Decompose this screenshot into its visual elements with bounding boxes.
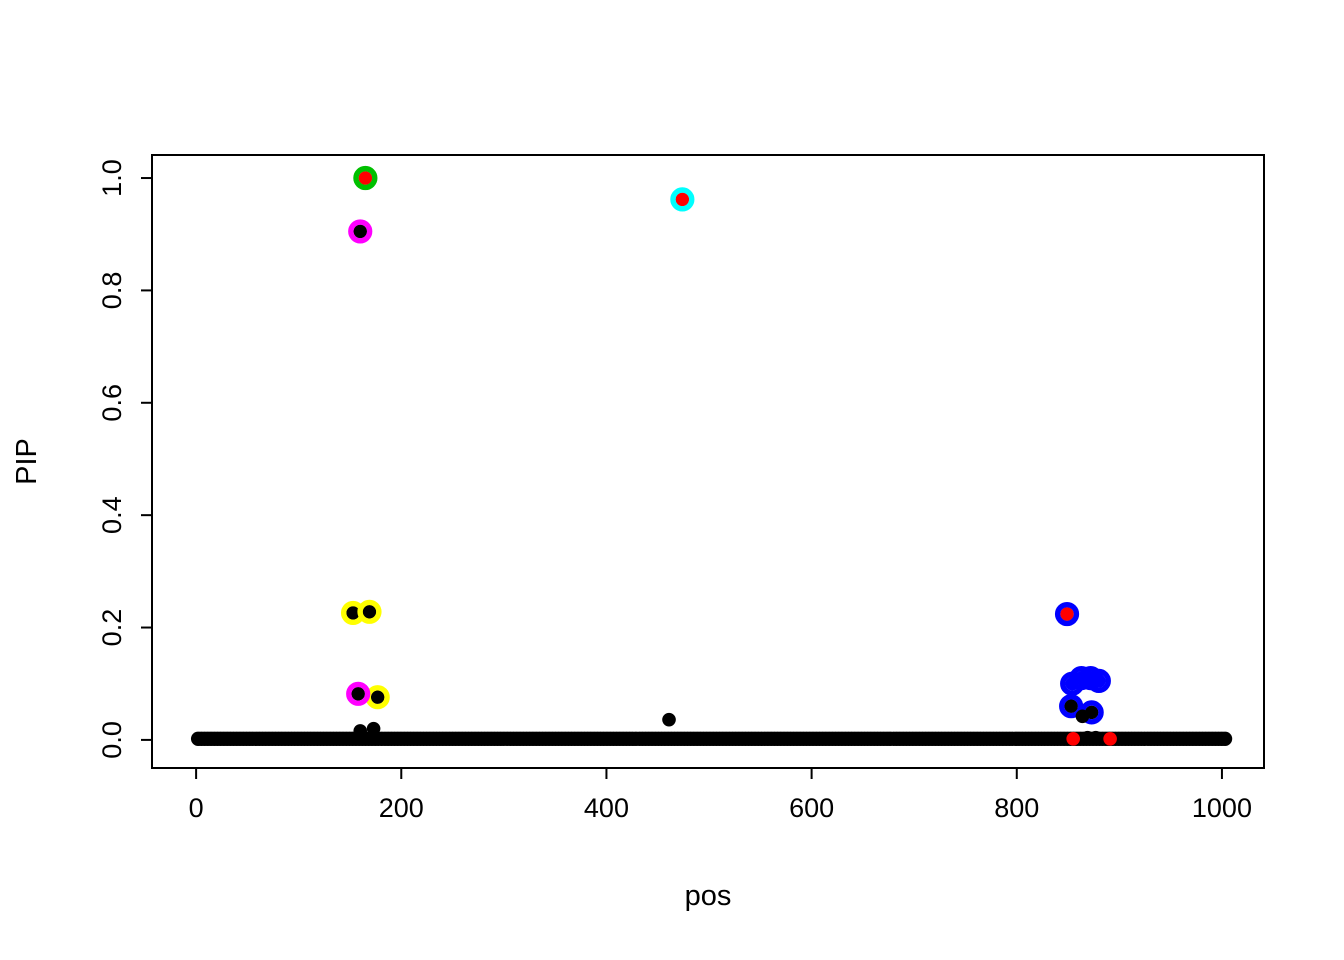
baseline-point bbox=[1217, 731, 1233, 746]
plot-border bbox=[151, 154, 1265, 769]
data-point bbox=[365, 685, 390, 710]
x-axis-tick-label: 400 bbox=[584, 793, 629, 823]
y-axis-tick-label: 0.6 bbox=[97, 384, 127, 422]
data-point bbox=[1059, 694, 1084, 719]
point-marker bbox=[1064, 699, 1078, 713]
point-marker bbox=[346, 606, 360, 620]
data-point bbox=[1086, 668, 1111, 694]
point-marker bbox=[1066, 731, 1080, 746]
x-axis-tick-label: 200 bbox=[379, 793, 424, 823]
data-point bbox=[346, 681, 371, 706]
y-axis-tick-label: 0.8 bbox=[97, 272, 127, 310]
data-point bbox=[353, 165, 378, 191]
data-point bbox=[662, 712, 676, 727]
data-point bbox=[1066, 731, 1080, 746]
point-marker bbox=[1103, 731, 1117, 746]
point-marker bbox=[351, 687, 365, 701]
data-point bbox=[353, 724, 368, 738]
point-highlight-ring bbox=[1054, 601, 1080, 627]
y-axis: 0.0 0.2 0.4 0.6 0.8 1.0 bbox=[97, 159, 152, 759]
point-marker bbox=[353, 724, 368, 738]
y-axis-tick-label: 0.2 bbox=[97, 609, 127, 647]
data-point bbox=[366, 721, 381, 736]
data-point bbox=[348, 219, 373, 244]
point-highlight-ring bbox=[1059, 694, 1084, 719]
point-marker bbox=[353, 224, 368, 239]
point-marker bbox=[662, 712, 676, 727]
data-point bbox=[1088, 730, 1103, 745]
x-axis-tick-label: 600 bbox=[789, 793, 834, 823]
x-axis: 0 200 400 600 800 1000 bbox=[189, 768, 1252, 823]
data-point bbox=[670, 187, 695, 212]
point-marker bbox=[362, 605, 377, 619]
x-axis-tick-label: 1000 bbox=[1192, 793, 1252, 823]
x-axis-label: pos bbox=[685, 880, 732, 912]
data-point bbox=[357, 599, 382, 624]
y-axis-tick-label: 0.0 bbox=[97, 721, 127, 759]
point-marker bbox=[1088, 730, 1103, 745]
point-highlight-ring bbox=[1086, 668, 1111, 694]
data-point bbox=[1054, 601, 1080, 627]
point-marker bbox=[366, 721, 381, 736]
point-marker bbox=[358, 171, 373, 185]
point-marker bbox=[675, 192, 690, 207]
point-marker bbox=[1075, 709, 1090, 724]
y-axis-tick-label: 1.0 bbox=[97, 159, 127, 197]
data-points bbox=[340, 165, 1117, 746]
point-highlight-ring bbox=[348, 219, 373, 244]
x-axis-tick-label: 0 bbox=[189, 793, 204, 823]
point-marker bbox=[1060, 607, 1074, 621]
y-axis-tick-label: 0.4 bbox=[97, 496, 127, 534]
point-highlight-ring bbox=[346, 681, 371, 706]
point-marker bbox=[370, 690, 385, 705]
data-point bbox=[1075, 709, 1090, 724]
baseline-points bbox=[190, 731, 1233, 746]
point-highlight-ring bbox=[353, 165, 378, 191]
data-point bbox=[1103, 731, 1117, 746]
point-marker bbox=[1092, 674, 1106, 688]
point-highlight-ring bbox=[670, 187, 695, 212]
y-axis-label: PIP bbox=[11, 438, 43, 485]
point-highlight-ring bbox=[357, 599, 382, 624]
x-axis-tick-label: 800 bbox=[994, 793, 1039, 823]
